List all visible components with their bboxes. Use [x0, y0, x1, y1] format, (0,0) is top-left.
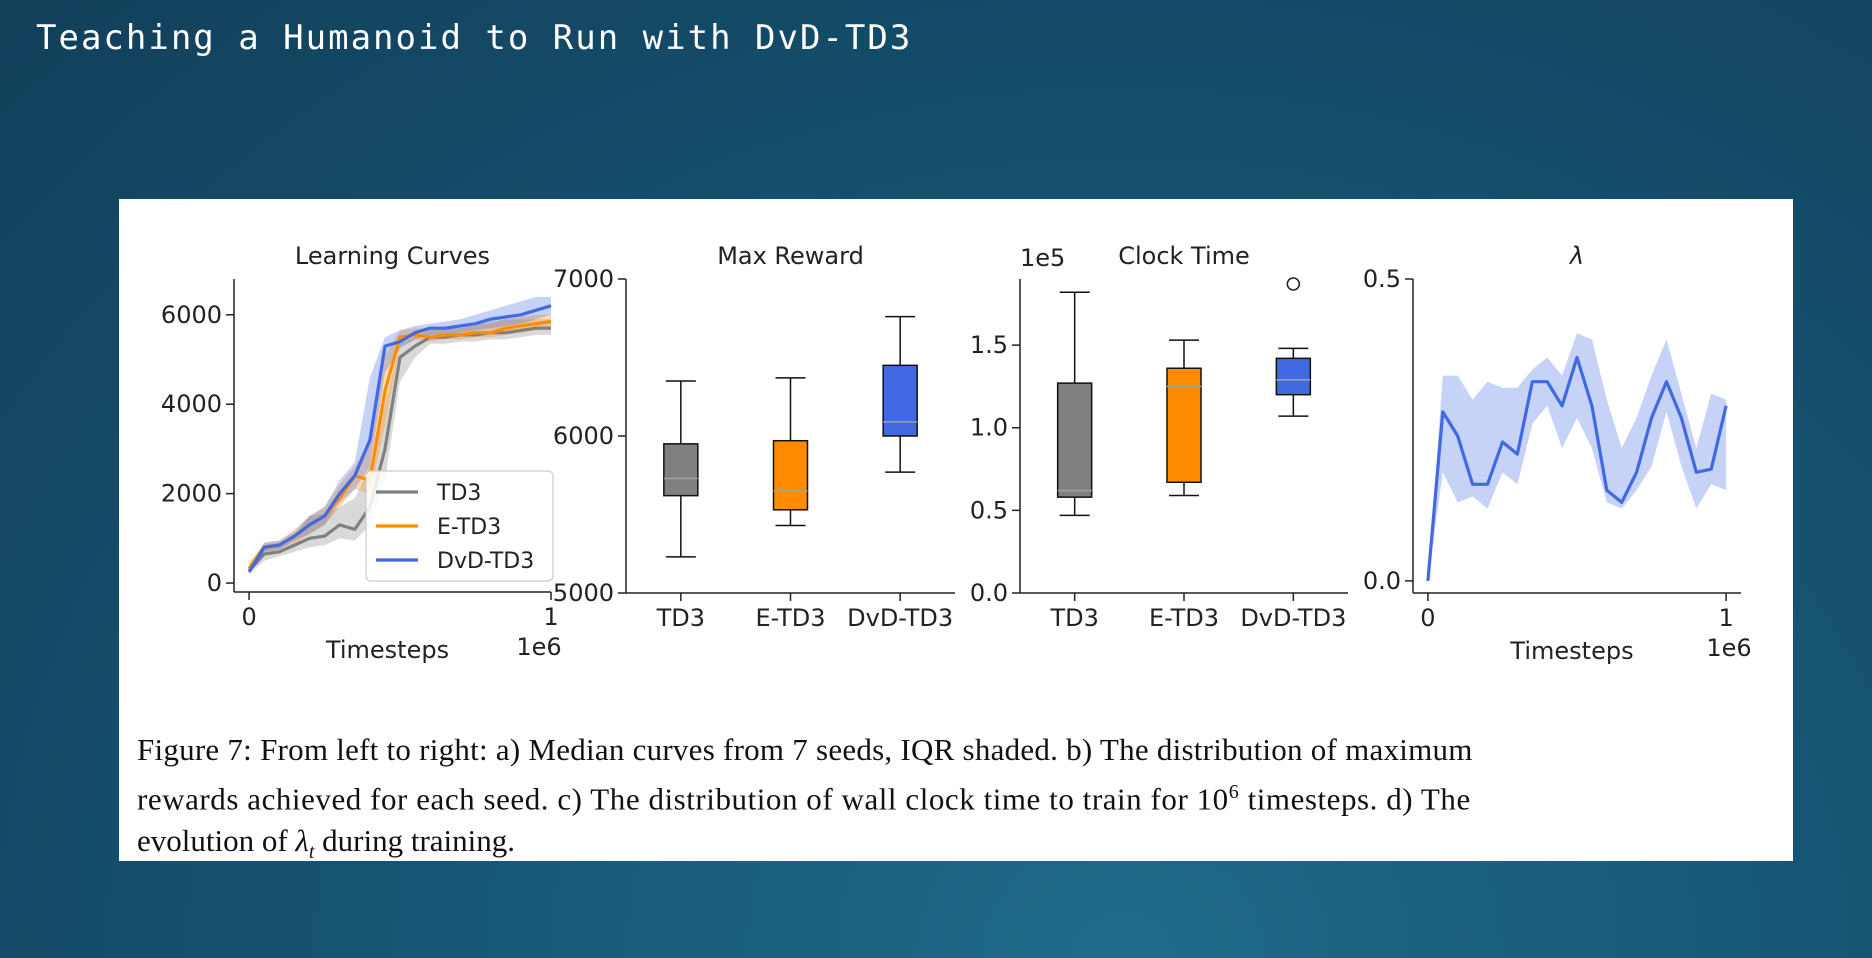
median-line-dvd-td3 [247, 304, 552, 573]
y-tick-label: 7000 [553, 265, 614, 293]
caption-line1-text: From left to right: a) Median curves fro… [260, 732, 1473, 767]
y-tick-label: 0.5 [970, 496, 1008, 524]
caption-line3-text-a: evolution of [137, 823, 296, 859]
box-e-td3 [772, 439, 809, 511]
y-tick-label: 0.0 [970, 579, 1008, 607]
panel-title: Max Reward [717, 242, 864, 270]
caption-lambda-subscript: t [308, 841, 315, 864]
panel-title: Clock Time [1118, 242, 1250, 270]
x-tick-label: DvD-TD3 [1240, 604, 1346, 632]
x-tick-label: TD3 [656, 604, 705, 632]
outlier-dvd-td3 [1286, 277, 1301, 291]
box-dvd-td3 [882, 364, 918, 437]
x-tick-label: 0 [241, 603, 256, 631]
legend-box [365, 470, 554, 582]
legend-label: E-TD3 [437, 515, 501, 540]
caption-lambda-symbol: λ [295, 823, 309, 859]
y-tick-label: 1.5 [970, 331, 1008, 359]
panel-title: Learning Curves [295, 242, 490, 270]
iqr-band-td3 [249, 319, 551, 575]
box-td3 [663, 443, 699, 497]
caption-exponent: 6 [1228, 781, 1240, 803]
x-tick-label: 1 [1718, 604, 1733, 632]
figure-caption: Figure 7: From left to right: a) Median … [137, 729, 1793, 874]
x-tick-label: TD3 [1049, 604, 1098, 632]
legend-label: TD3 [436, 481, 481, 506]
caption-line2-text-b: timesteps. d) The [1239, 781, 1471, 817]
caption-line-1: Figure 7: From left to right: a) Median … [137, 729, 1793, 771]
y-tick-label: 6000 [161, 301, 222, 329]
caption-line3-text-b: during training. [314, 823, 516, 859]
x-tick-label: DvD-TD3 [847, 604, 953, 632]
panel-title: λ [1568, 242, 1584, 270]
box-dvd-td3 [1275, 357, 1312, 396]
x-axis-label: Timesteps [1509, 637, 1633, 665]
y-tick-label: 0 [207, 569, 222, 597]
median-line-λ [1426, 355, 1728, 582]
caption-line2-text-a: rewards achieved for each seed. c) The d… [137, 781, 1229, 817]
y-tick-label: 0.0 [1363, 567, 1401, 595]
x-tick-label: E-TD3 [755, 604, 825, 632]
y-tick-label: 1.0 [970, 414, 1008, 442]
x-tick-label: E-TD3 [1149, 604, 1219, 632]
iqr-band-λ [1427, 333, 1727, 581]
x-scale-label: 1e6 [516, 633, 561, 661]
y-tick-label: 5000 [553, 579, 614, 607]
legend-label: DvD-TD3 [437, 549, 534, 574]
x-scale-label: 1e6 [1706, 634, 1751, 662]
y-tick-label: 6000 [553, 422, 614, 450]
box-e-td3 [1166, 367, 1202, 484]
x-tick-label: 0 [1420, 604, 1435, 632]
x-axis-label: Timesteps [325, 636, 449, 664]
median-line-td3 [247, 326, 551, 572]
y-tick-label: 2000 [161, 480, 222, 508]
iqr-band-e-td3 [249, 314, 551, 572]
caption-figure-label: Figure 7: [137, 732, 253, 767]
box-td3 [1056, 382, 1093, 498]
y-tick-label: 4000 [161, 390, 222, 418]
figure-card: 0 2000 4000 6000 0 1 Learning Curves Timesteps 1… [119, 199, 1793, 864]
y-tick-label: 0.5 [1363, 265, 1401, 293]
x-tick-label: 1 [543, 603, 558, 631]
caption-line-2: rewards achieved for each seed. c) The d… [137, 771, 1793, 820]
caption-line-3: evolution of λt during training. [137, 820, 1793, 873]
slide-title: Teaching a Humanoid to Run with DvD-TD3 [36, 18, 913, 58]
figure-charts: 0 2000 4000 6000 0 1 Learning Curves Timesteps 1… [161, 242, 1752, 665]
y-scale-label: 1e5 [1020, 244, 1065, 272]
